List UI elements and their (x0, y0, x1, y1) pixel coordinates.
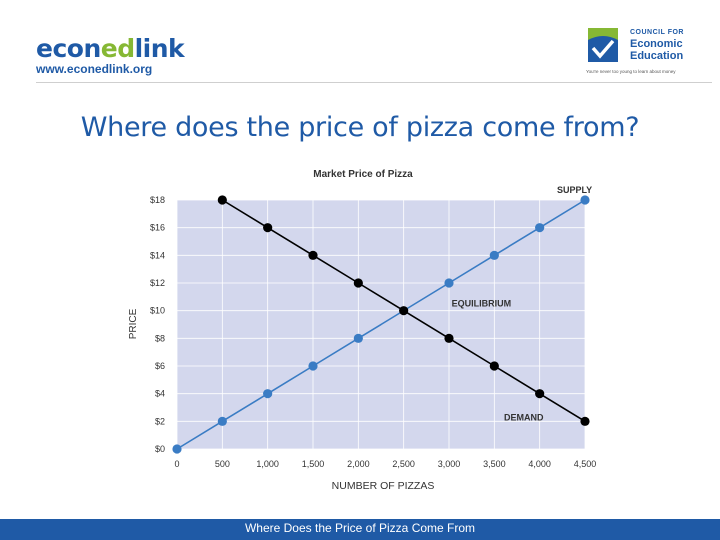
chart-title: Market Price of Pizza (313, 169, 413, 180)
y-axis-label: PRICE (128, 308, 139, 339)
x-tick-label: 3,500 (483, 459, 506, 469)
demand-point (444, 333, 454, 343)
y-tick-label: $16 (150, 223, 165, 233)
demand-point (489, 361, 499, 371)
supply-point (172, 444, 182, 454)
x-tick-label: 2,500 (392, 459, 415, 469)
slide-header: econedlink www.econedlink.org COUNCIL FO… (0, 0, 720, 84)
x-tick-label: 2,000 (347, 459, 370, 469)
y-tick-label: $6 (155, 361, 165, 371)
market-price-chart: Market Price of Pizza 0 500 1,000 1,500 2,00… (128, 169, 597, 492)
footer-bar (0, 519, 720, 540)
demand-point (580, 416, 590, 426)
equilibrium-point (399, 306, 409, 316)
demand-label: DEMAND (504, 412, 544, 422)
cee-logo[interactable]: COUNCIL FOR Economic Education You're ne… (586, 26, 686, 76)
supply-point (489, 250, 499, 260)
y-tick-label: $0 (155, 444, 165, 454)
supply-point (353, 333, 363, 343)
y-tick-label: $2 (155, 416, 165, 426)
demand-point (263, 223, 273, 233)
supply-point (263, 389, 273, 399)
demand-point (353, 278, 363, 288)
supply-point (308, 361, 318, 371)
econedlink-url: www.econedlink.org (36, 62, 153, 76)
cee-council-for: COUNCIL FOR (630, 29, 684, 36)
x-axis-label: NUMBER OF PIZZAS (332, 480, 435, 492)
supply-point (444, 278, 454, 288)
y-tick-label: $14 (150, 250, 165, 260)
x-tick-label: 500 (215, 459, 230, 469)
supply-point (535, 223, 545, 233)
cee-economic: Economic (630, 38, 683, 50)
y-tick-label: $10 (150, 306, 165, 316)
x-tick-label: 0 (174, 459, 179, 469)
cee-education: Education (630, 50, 684, 62)
slide-title: Where does the price of pizza come from? (80, 112, 640, 143)
cee-emblem-icon (588, 28, 618, 62)
x-tick-label: 3,000 (438, 459, 461, 469)
header-divider (36, 82, 712, 83)
demand-point (217, 195, 227, 205)
x-tick-label: 1,000 (256, 459, 279, 469)
y-tick-label: $8 (155, 333, 165, 343)
x-tick-label: 4,500 (574, 459, 597, 469)
footer-text: Where Does the Price of Pizza Come From (244, 521, 476, 535)
supply-point (580, 195, 590, 205)
demand-point (535, 389, 545, 399)
equilibrium-label: EQUILIBRIUM (452, 299, 512, 309)
econedlink-wordmark: econedlink (36, 34, 185, 63)
supply-point (217, 416, 227, 426)
supply-label: SUPPLY (557, 185, 592, 195)
y-tick-label: $12 (150, 278, 165, 288)
econedlink-logo[interactable]: econedlink www.econedlink.org (36, 34, 185, 77)
demand-point (308, 250, 318, 260)
cee-tagline: You're never too young to learn about mo… (586, 69, 676, 74)
x-tick-label: 1,500 (302, 459, 325, 469)
y-tick-label: $4 (155, 389, 165, 399)
x-tick-label: 4,000 (528, 459, 551, 469)
y-tick-label: $18 (150, 195, 165, 205)
